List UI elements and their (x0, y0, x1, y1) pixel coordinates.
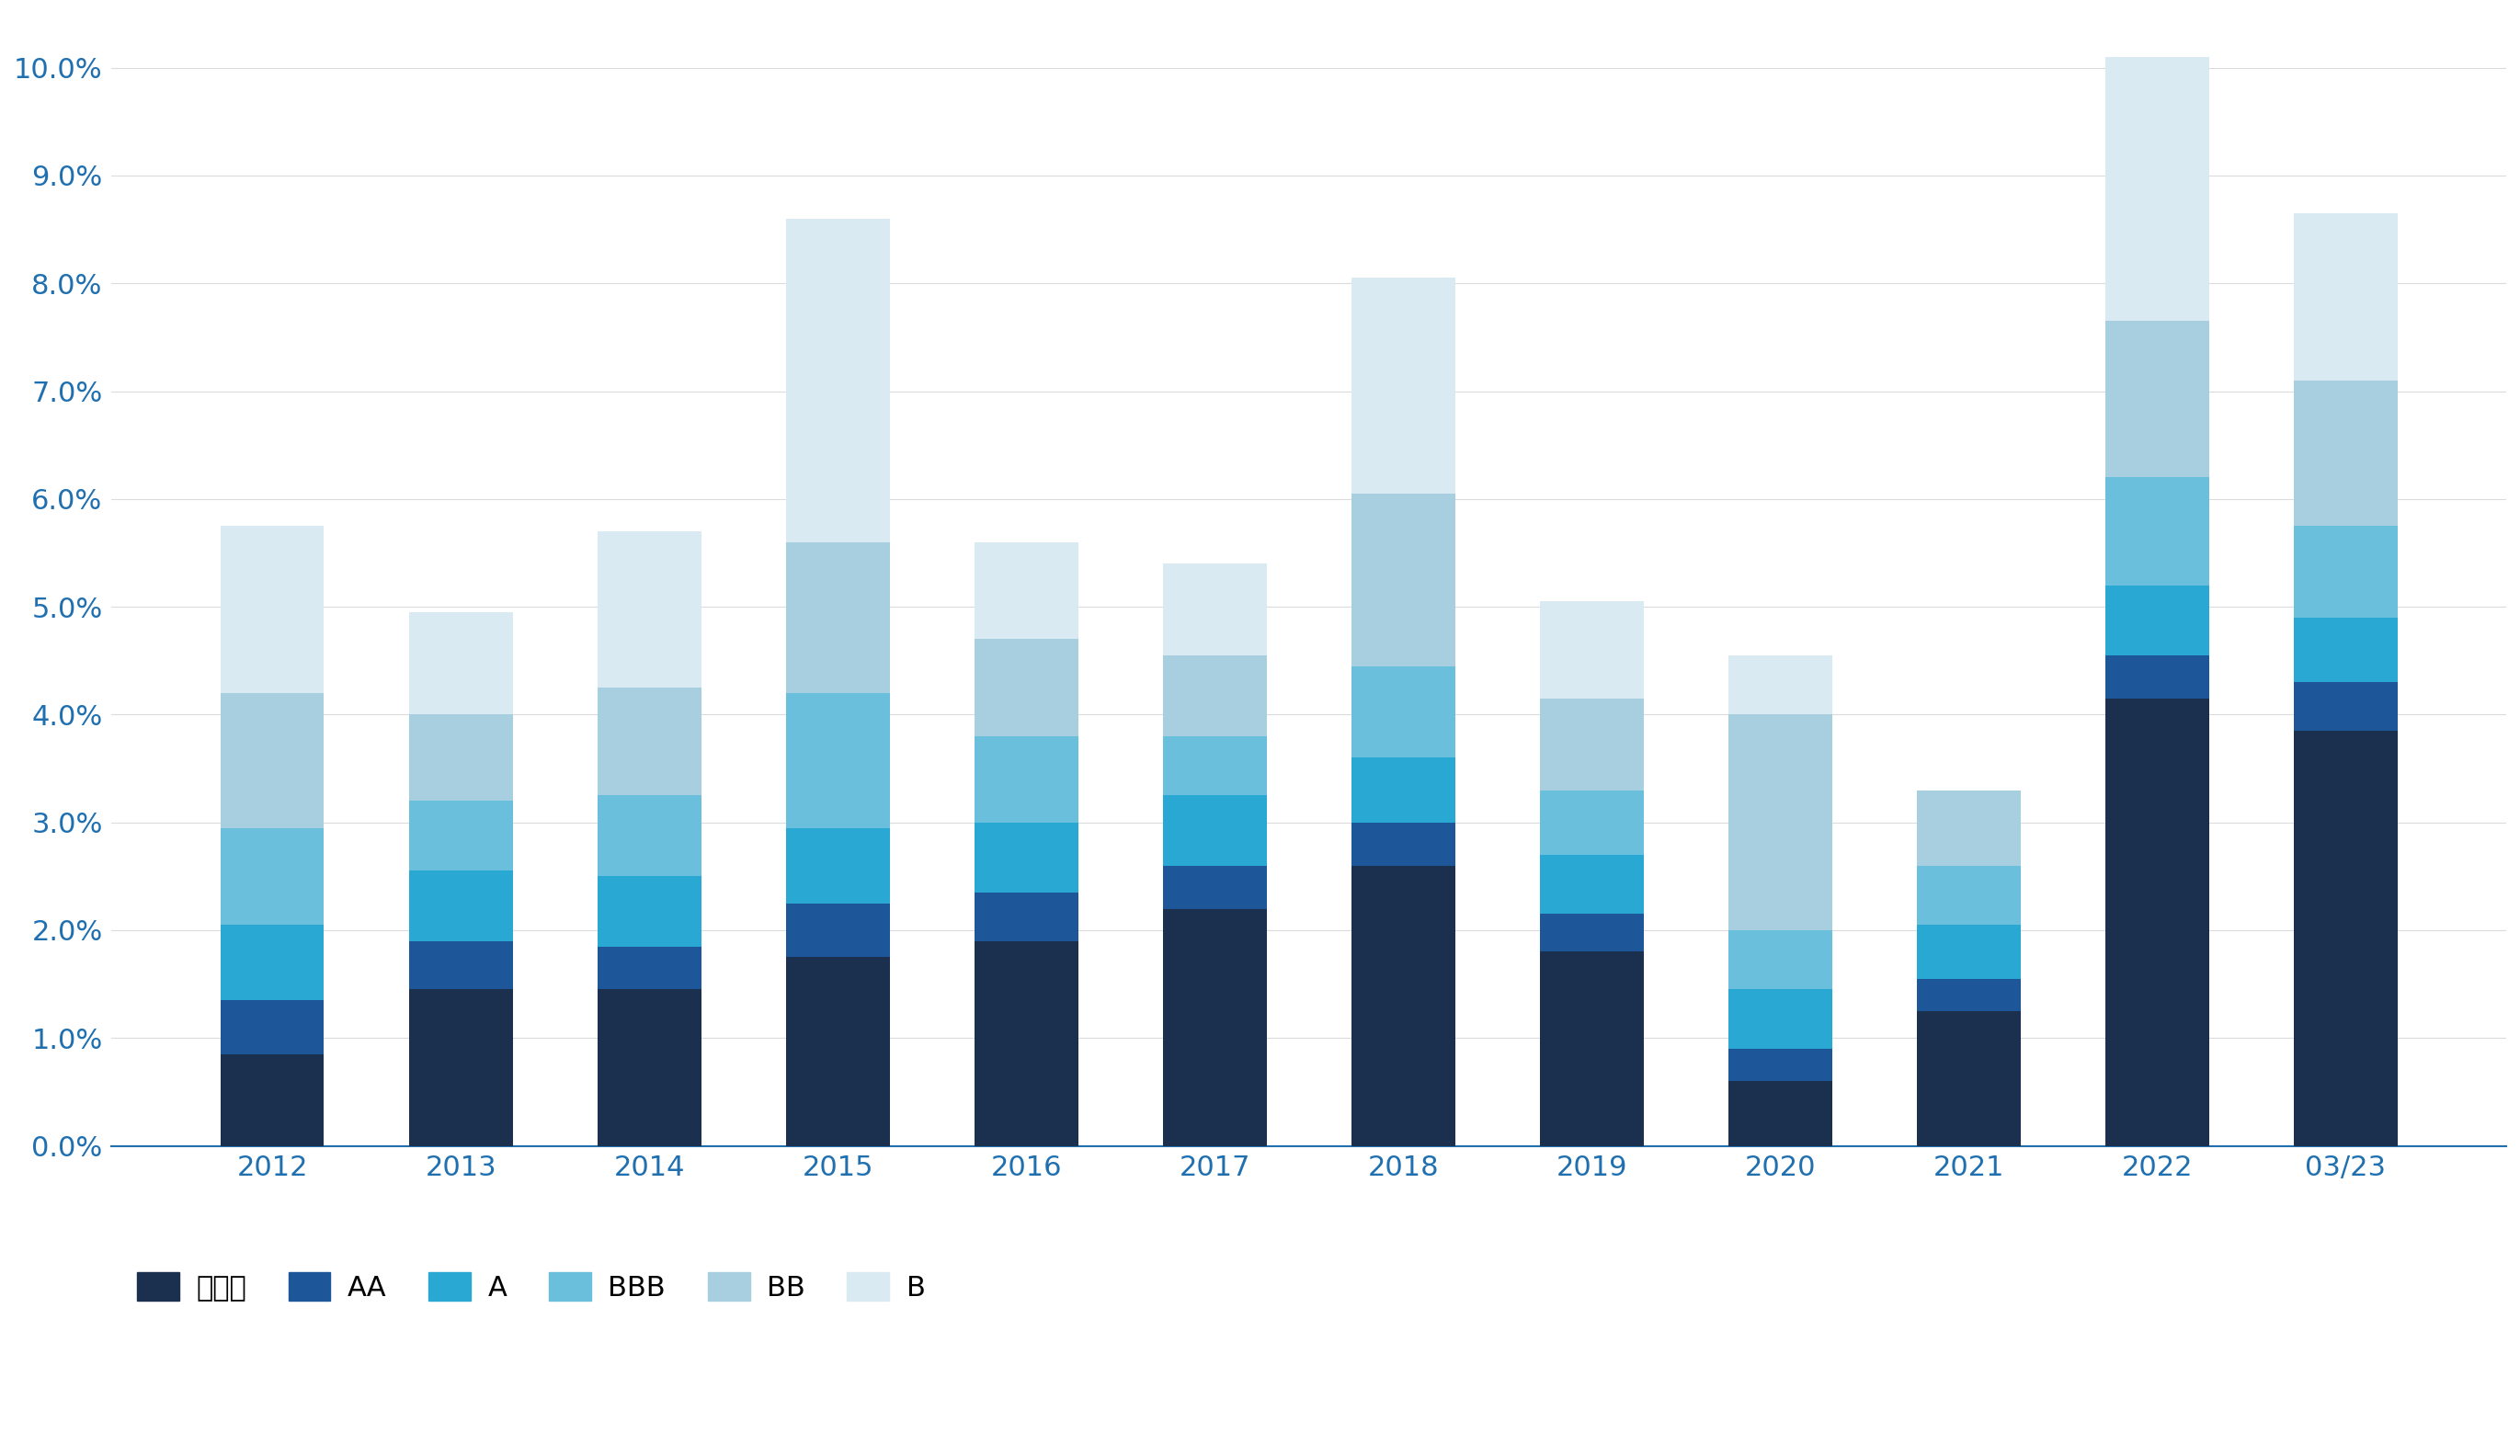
Bar (1540, 601, 1643, 699)
Bar (2104, 655, 2210, 699)
Bar (1918, 865, 2021, 925)
Bar (786, 903, 890, 957)
Bar (408, 612, 512, 715)
Bar (1918, 791, 2021, 865)
Bar (1729, 1048, 1832, 1082)
Bar (1540, 791, 1643, 855)
Bar (786, 542, 890, 693)
Bar (408, 990, 512, 1146)
Bar (1162, 563, 1268, 655)
Bar (2293, 683, 2397, 731)
Bar (975, 737, 1079, 823)
Bar (597, 877, 701, 946)
Bar (975, 639, 1079, 737)
Bar (2104, 478, 2210, 585)
Bar (597, 531, 701, 687)
Bar (219, 693, 325, 828)
Bar (975, 823, 1079, 893)
Bar (408, 801, 512, 871)
Bar (975, 893, 1079, 941)
Bar (1351, 865, 1454, 1146)
Bar (408, 941, 512, 990)
Bar (1729, 1082, 1832, 1146)
Bar (2104, 699, 2210, 1146)
Bar (2293, 213, 2397, 380)
Bar (1351, 665, 1454, 757)
Bar (1162, 795, 1268, 865)
Bar (1162, 909, 1268, 1146)
Bar (1918, 925, 2021, 978)
Bar (597, 990, 701, 1146)
Bar (1918, 978, 2021, 1010)
Bar (1162, 655, 1268, 737)
Bar (219, 1054, 325, 1146)
Bar (1540, 699, 1643, 791)
Bar (219, 526, 325, 693)
Bar (1540, 855, 1643, 914)
Bar (2104, 57, 2210, 322)
Bar (2104, 585, 2210, 655)
Bar (1351, 278, 1454, 494)
Bar (2293, 731, 2397, 1146)
Bar (1729, 930, 1832, 990)
Bar (408, 715, 512, 801)
Bar (219, 1000, 325, 1054)
Bar (1729, 655, 1832, 715)
Bar (1918, 1010, 2021, 1146)
Bar (1351, 494, 1454, 665)
Bar (1729, 990, 1832, 1048)
Bar (219, 828, 325, 925)
Bar (1351, 757, 1454, 823)
Bar (2293, 380, 2397, 526)
Bar (408, 871, 512, 941)
Bar (219, 925, 325, 1000)
Bar (786, 828, 890, 903)
Bar (597, 946, 701, 990)
Bar (2104, 322, 2210, 478)
Bar (2293, 617, 2397, 683)
Bar (1162, 865, 1268, 909)
Bar (2293, 526, 2397, 617)
Bar (1540, 914, 1643, 952)
Bar (597, 795, 701, 877)
Bar (597, 687, 701, 795)
Bar (975, 542, 1079, 639)
Bar (1729, 715, 1832, 930)
Legend: 米国債, AA, A, BBB, BB, B: 米国債, AA, A, BBB, BB, B (126, 1261, 937, 1313)
Bar (975, 941, 1079, 1146)
Bar (786, 693, 890, 828)
Bar (786, 957, 890, 1146)
Bar (1351, 823, 1454, 865)
Bar (1162, 737, 1268, 795)
Bar (786, 218, 890, 542)
Bar (1540, 952, 1643, 1146)
